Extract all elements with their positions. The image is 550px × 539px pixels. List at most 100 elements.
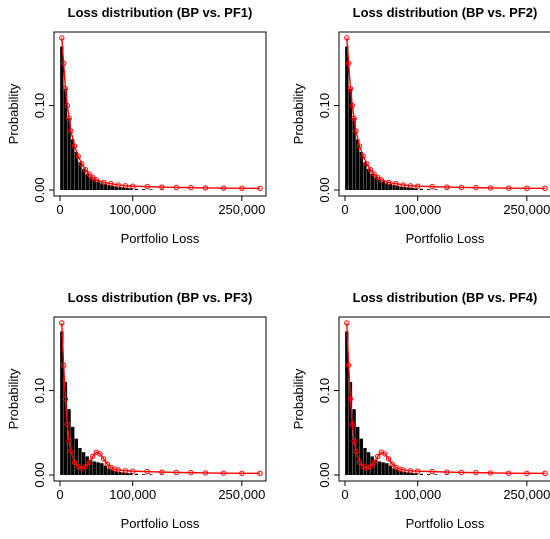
line-point <box>79 161 85 167</box>
line-point <box>90 453 96 460</box>
panel-1: Loss distribution (BP vs. PF1) 0 100,000 25… <box>6 5 267 246</box>
histogram-bar <box>374 177 378 190</box>
line-point <box>458 469 465 476</box>
y-tick-label: 0.10 <box>317 378 332 403</box>
line-point <box>382 451 388 457</box>
panel-2: Loss distribution (BP vs. PF2) 0 100,000 25… <box>291 5 550 246</box>
line-point <box>396 466 403 472</box>
histogram-bar <box>377 461 382 475</box>
histogram-bar <box>81 452 86 475</box>
histogram-bar <box>125 187 129 190</box>
line-point <box>62 85 69 92</box>
line-point <box>400 182 406 188</box>
line-point <box>93 177 100 183</box>
histogram-bar <box>385 183 389 190</box>
line-point <box>144 183 150 190</box>
histogram-bar <box>92 179 97 190</box>
line-point <box>415 468 421 474</box>
line-point <box>378 177 385 183</box>
line-point <box>542 185 548 192</box>
line-point <box>444 469 450 475</box>
line-point <box>371 459 377 466</box>
histogram-bar <box>410 472 414 475</box>
histogram-bar <box>403 187 407 190</box>
histogram-bar <box>370 173 374 190</box>
histogram-bar <box>74 438 79 475</box>
histogram-bar <box>374 459 378 475</box>
histogram-bar <box>92 461 97 475</box>
line-point <box>188 469 194 476</box>
line-point <box>385 456 392 462</box>
line-point <box>257 470 263 477</box>
histogram-bar <box>366 452 371 475</box>
chart-title: Loss distribution (BP vs. PF2) <box>353 5 538 20</box>
line-point <box>487 470 494 476</box>
histogram-bar <box>63 88 68 190</box>
x-tick-label: 0 <box>56 202 63 217</box>
histogram-bar <box>414 473 418 475</box>
histogram-bar <box>356 139 360 190</box>
line-point <box>82 167 89 173</box>
line-point <box>347 396 354 402</box>
line-point <box>86 171 92 177</box>
line-point <box>473 184 479 191</box>
line-point <box>71 143 78 149</box>
histogram-bar <box>381 462 385 475</box>
line-point <box>111 466 118 472</box>
line-point <box>71 459 78 466</box>
line-point <box>353 128 359 134</box>
histogram-bar <box>399 186 404 190</box>
y-tick-label: 0.00 <box>317 177 332 202</box>
histogram-bar <box>107 184 111 190</box>
histogram-bar <box>381 181 385 190</box>
histogram-bar <box>121 472 126 475</box>
plot-frame <box>338 316 550 482</box>
line-point <box>393 180 399 187</box>
x-tick-label: 100,000 <box>394 487 441 502</box>
histogram-bar <box>352 118 356 190</box>
histogram-bar <box>118 472 122 475</box>
y-tick-label: 0.00 <box>317 462 332 487</box>
histogram-bar <box>388 184 393 190</box>
line-point <box>345 362 352 368</box>
histogram-bar <box>125 472 129 475</box>
line-point <box>115 467 121 473</box>
histogram-bar <box>96 462 100 475</box>
x-tick-label: 100,000 <box>394 202 441 217</box>
histogram-bar <box>363 162 367 190</box>
line-point <box>66 115 72 121</box>
histogram-bar <box>100 183 104 190</box>
histogram-bar <box>63 382 68 475</box>
histogram-bar <box>359 438 364 475</box>
histogram-bar <box>141 189 146 190</box>
series-line <box>346 37 545 190</box>
histogram-bar <box>345 46 349 190</box>
line-point <box>122 468 129 474</box>
y-axis-label: Probability <box>6 368 21 429</box>
line-point <box>407 468 414 474</box>
chart-title: Loss distribution (BP vs. PF4) <box>353 290 538 305</box>
x-axis-label: Portfolio Loss <box>121 231 200 246</box>
line-point <box>345 60 352 67</box>
line-point <box>144 468 150 475</box>
line-point <box>130 468 136 474</box>
histogram-bar <box>419 473 424 475</box>
panel-4: Loss distribution (BP vs. PF4) 0 100,000 25… <box>291 290 550 531</box>
histogram-bar <box>67 118 71 190</box>
x-tick-label: 250,000 <box>503 202 550 217</box>
histogram-bar <box>60 331 64 475</box>
histogram-bar <box>388 465 393 475</box>
plot-frame <box>338 31 550 197</box>
histogram-bar <box>414 188 418 190</box>
panel-3: Loss distribution (BP vs. PF3) 0 100,000 25… <box>6 290 267 531</box>
histogram-bar <box>100 463 104 475</box>
line-point <box>90 174 96 181</box>
histogram-bar <box>71 139 75 190</box>
series-line <box>346 322 545 475</box>
histogram-bar <box>134 473 139 475</box>
histogram-bar <box>385 463 389 475</box>
x-axis-label: Portfolio Loss <box>406 231 485 246</box>
line-point <box>344 320 350 326</box>
histogram-bar <box>377 179 382 190</box>
y-axis-label: Probability <box>6 83 21 144</box>
